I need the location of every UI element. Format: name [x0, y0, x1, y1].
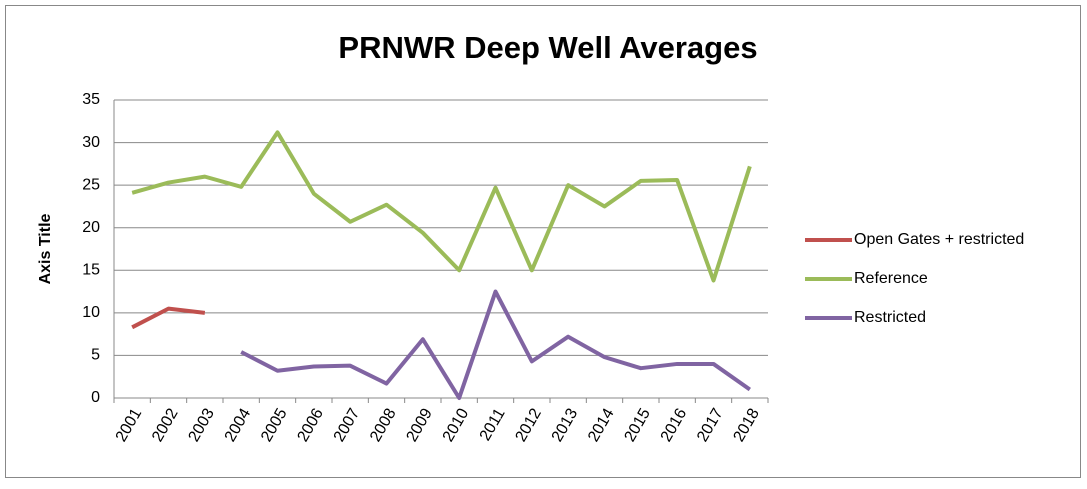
series-line	[131, 306, 206, 330]
y-tick-label: 5	[91, 347, 100, 364]
y-tick-label: 30	[82, 134, 100, 151]
series-line	[131, 130, 752, 283]
y-tick-label: 20	[82, 219, 100, 236]
legend-label: Open Gates + restricted	[854, 231, 1024, 248]
legend-label: Restricted	[854, 309, 926, 326]
y-tick-label: 25	[82, 176, 100, 193]
y-axis-title: Axis Title	[37, 213, 54, 284]
legend-label: Reference	[854, 270, 928, 287]
chart-title: PRNWR Deep Well Averages	[338, 30, 757, 65]
y-tick-label: 10	[82, 304, 100, 321]
y-tick-label: 15	[82, 262, 100, 279]
y-tick-label: 35	[82, 91, 100, 108]
y-tick-label: 0	[91, 389, 100, 406]
series-line	[240, 289, 751, 400]
